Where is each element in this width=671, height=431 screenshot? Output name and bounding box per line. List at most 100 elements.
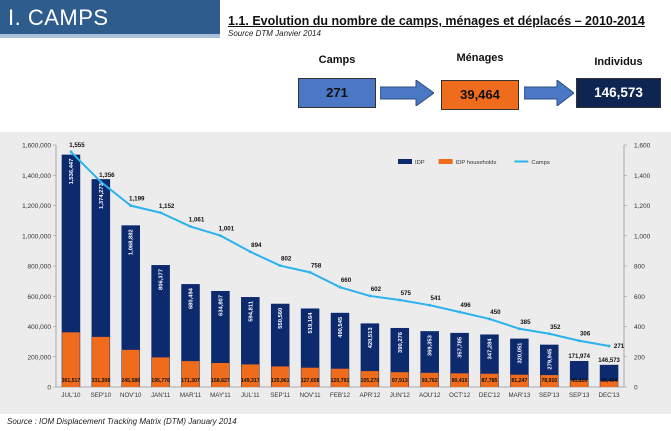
x-axis-tick-label: DEC'13 bbox=[598, 392, 620, 399]
camps-point bbox=[428, 303, 432, 307]
camps-data-label: 1,152 bbox=[159, 203, 175, 210]
households-bar bbox=[211, 363, 230, 387]
right-axis-tick-label: 800 bbox=[634, 264, 645, 271]
section-title: I. CAMPS bbox=[8, 5, 109, 30]
households-data-label: 90,415 bbox=[452, 378, 468, 384]
camps-data-label: 541 bbox=[431, 295, 442, 302]
households-data-label: 93,762 bbox=[422, 378, 438, 384]
households-bar bbox=[570, 380, 588, 387]
idp-data-label: 490,545 bbox=[338, 316, 344, 338]
chart-bars bbox=[61, 154, 619, 387]
evolution-chart: 0 200,000 400,000 600,000 800,000 1,000,000 1,… bbox=[22, 142, 651, 399]
idp-data-label: 146,573 bbox=[598, 358, 620, 364]
camps-point bbox=[69, 150, 73, 154]
x-axis-tick-label: JAN'11 bbox=[151, 392, 171, 399]
left-axis-tick-label: 600,000 bbox=[28, 294, 52, 301]
households-bar bbox=[121, 349, 140, 387]
chart-panel: 0 200,000 400,000 600,000 800,000 1,000,000 1,… bbox=[0, 132, 671, 414]
camps-data-label: 450 bbox=[490, 309, 501, 316]
camps-point bbox=[159, 211, 163, 215]
legend-households-label: IDP households bbox=[456, 160, 497, 166]
camps-point bbox=[458, 310, 461, 314]
heading-source: Source DTM Janvier 2014 bbox=[228, 29, 321, 38]
right-axis-tick-label: 200 bbox=[634, 354, 645, 361]
households-data-label: 120,791 bbox=[331, 378, 350, 384]
households-bar bbox=[62, 332, 80, 387]
chart-data-labels: 1,536,447 361,517 1,374,273 331,308 1,068,88… bbox=[62, 142, 625, 384]
legend-households-swatch bbox=[438, 159, 453, 164]
individus-value-box: 146,573 bbox=[576, 78, 661, 108]
camps-data-label: 1,356 bbox=[99, 172, 115, 179]
camps-data-label: 306 bbox=[580, 331, 591, 338]
x-axis-tick-label: AOU'12 bbox=[419, 392, 441, 399]
households-bar bbox=[510, 374, 529, 387]
x-axis-tick-label: DEC'12 bbox=[479, 392, 501, 399]
x-axis-tick-label: JUL'10 bbox=[61, 392, 81, 399]
camps-label: Camps bbox=[318, 54, 356, 66]
x-axis-tick-label: FEB'12 bbox=[330, 392, 351, 399]
households-bar bbox=[241, 364, 260, 387]
households-data-label: 149,317 bbox=[241, 378, 260, 384]
households-data-label: 135,961 bbox=[271, 378, 290, 384]
legend-camps-label: Camps bbox=[531, 160, 549, 166]
idp-bar bbox=[91, 179, 111, 387]
camps-data-label: 660 bbox=[341, 277, 352, 284]
idp-data-label: 390,276 bbox=[398, 331, 404, 353]
idp-data-label: 680,494 bbox=[189, 287, 195, 309]
idp-data-label: 1,374,273 bbox=[99, 182, 105, 209]
x-axis-tick-label: NOV'10 bbox=[120, 392, 142, 399]
left-axis-tick-label: 1,400,000 bbox=[22, 173, 51, 180]
right-axis-tick-label: 1,400 bbox=[634, 173, 651, 180]
x-axis-tick-label: APR'12 bbox=[359, 392, 380, 399]
households-data-label: 331,308 bbox=[91, 378, 110, 384]
camps-point bbox=[99, 180, 103, 184]
idp-bar bbox=[330, 312, 350, 387]
idp-bar bbox=[211, 290, 230, 387]
x-axis-tick-label: NOV'11 bbox=[300, 392, 322, 399]
arrow-right-icon bbox=[524, 80, 574, 106]
households-data-label: 45,820 bbox=[571, 378, 587, 384]
left-axis-tick-label: 1,600,000 bbox=[22, 143, 51, 150]
households-bar bbox=[420, 372, 439, 387]
idp-data-label: 806,377 bbox=[159, 269, 165, 290]
camps-point bbox=[219, 234, 222, 237]
camps-data-label: 1,001 bbox=[219, 226, 235, 233]
camps-point bbox=[517, 327, 521, 331]
idp-bar bbox=[300, 308, 320, 387]
camps-point bbox=[368, 294, 372, 298]
right-axis-tick-label: 1,200 bbox=[634, 203, 651, 210]
camps-data-label: 271 bbox=[614, 343, 625, 350]
footer-source: Source : IOM Displacement Tracking Matri… bbox=[7, 417, 237, 426]
arrow-right-icon bbox=[380, 80, 434, 106]
households-bar bbox=[390, 372, 409, 387]
households-data-label: 171,307 bbox=[181, 378, 200, 384]
households-data-label: 158,627 bbox=[211, 378, 230, 384]
idp-data-label: 519,164 bbox=[308, 312, 314, 334]
idp-data-label: 279,945 bbox=[547, 348, 553, 370]
camps-point bbox=[607, 344, 611, 348]
camps-point bbox=[398, 298, 402, 302]
right-axis-tick-label: 400 bbox=[634, 324, 645, 331]
households-bar bbox=[450, 373, 469, 387]
chart-gridlines bbox=[53, 144, 627, 388]
left-axis-tick-label: 200,000 bbox=[28, 354, 52, 361]
left-axis-tick-label: 400,000 bbox=[28, 324, 52, 331]
left-axis-tick-label: 0 bbox=[47, 385, 51, 392]
idp-bar bbox=[270, 303, 290, 387]
idp-data-label: 1,536,447 bbox=[69, 159, 75, 185]
households-bar bbox=[92, 336, 110, 387]
households-data-label: 78,910 bbox=[541, 378, 557, 384]
camps-data-label: 802 bbox=[281, 256, 292, 263]
x-axis-tick-label: SEP'11 bbox=[270, 392, 291, 399]
idp-data-label: 171,974 bbox=[568, 354, 590, 360]
idp-data-label: 594,811 bbox=[248, 300, 254, 321]
households-bar bbox=[181, 361, 200, 387]
right-axis-tick-label: 1,000 bbox=[634, 233, 651, 240]
idp-data-label: 634,807 bbox=[218, 295, 224, 316]
camps-point bbox=[129, 204, 133, 208]
idp-data-label: 357,785 bbox=[458, 336, 464, 358]
households-data-label: 87,785 bbox=[482, 378, 498, 384]
legend-idp-label: IDP bbox=[415, 160, 425, 166]
right-axis-tick-label: 600 bbox=[634, 294, 645, 301]
camps-point bbox=[189, 225, 192, 228]
